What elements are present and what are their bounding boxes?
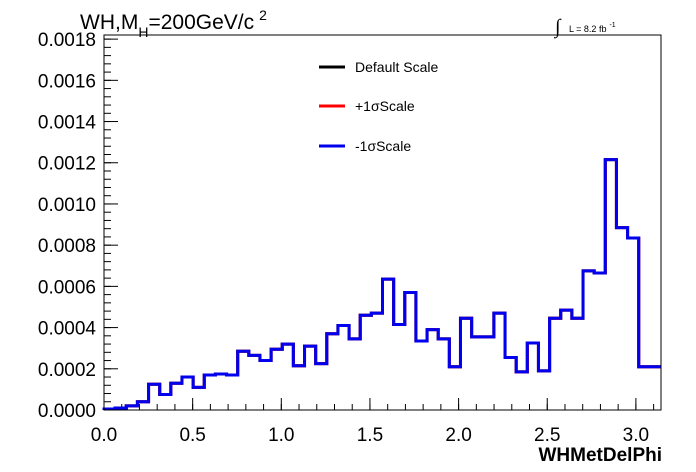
histogram-series (102, 158, 661, 411)
chart-title: WH,MH=200GeV/c 2 (80, 7, 267, 40)
lumi-superscript: -1 (609, 22, 615, 29)
y-tick-label: 0.0010 (38, 195, 96, 216)
integral-icon: ∫ (553, 16, 562, 39)
legend: Default Scale +1σScale -1σScale (319, 59, 438, 154)
y-tick-label: 0.0018 (38, 30, 96, 51)
y-tick-label: 0.0002 (38, 360, 96, 381)
x-tick-label: 1.0 (268, 425, 294, 446)
y-tick-label: 0.0000 (38, 401, 96, 422)
axis-ticks (103, 38, 655, 411)
y-tick-label: 0.0004 (38, 319, 97, 340)
y-tick-label: 0.0006 (38, 277, 96, 298)
luminosity-label: ∫ L = 8.2 fb -1 (553, 16, 616, 39)
title-subscript: H (138, 24, 148, 40)
axis-tick-labels: 0.00000.00020.00040.00060.00080.00100.00… (38, 30, 649, 446)
title-main: WH,M (80, 11, 138, 34)
legend-label: -1σScale (355, 138, 411, 154)
lumi-text: L = 8.2 fb (569, 24, 606, 34)
title-rest: =200GeV/c (148, 11, 254, 34)
plot-frame (103, 34, 662, 411)
x-tick-label: 2.5 (534, 425, 560, 446)
x-tick-label: 2.0 (445, 425, 471, 446)
y-tick-label: 0.0008 (38, 236, 96, 257)
legend-label: Default Scale (355, 59, 438, 75)
x-tick-label: 0.5 (179, 425, 205, 446)
x-tick-label: 3.0 (623, 425, 649, 446)
y-tick-label: 0.0016 (38, 71, 96, 92)
legend-label: +1σScale (355, 98, 415, 114)
histogram-line-2 (102, 158, 661, 411)
y-tick-label: 0.0014 (38, 113, 97, 134)
y-tick-label: 0.0012 (38, 154, 96, 175)
title-superscript: 2 (259, 7, 267, 23)
x-tick-label: 0.0 (91, 425, 117, 446)
x-axis-label: WHMetDelPhi (539, 445, 663, 466)
svg-text:L = 8.2 fb-1: L = 8.2 fb -1 (569, 22, 616, 34)
x-tick-label: 1.5 (357, 425, 383, 446)
